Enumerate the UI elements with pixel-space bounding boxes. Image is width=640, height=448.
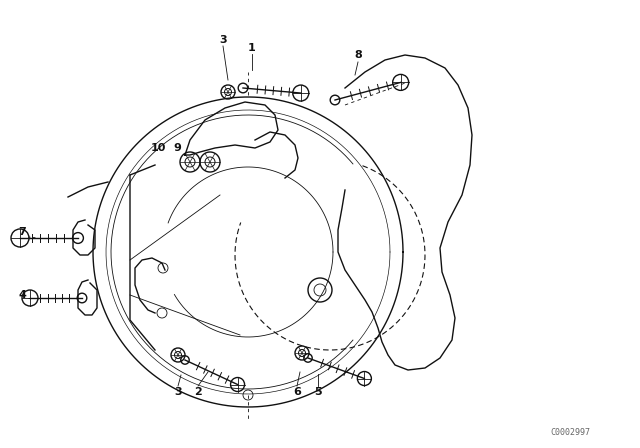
Text: 5: 5 — [314, 387, 322, 397]
Text: 3: 3 — [174, 387, 182, 397]
Text: 2: 2 — [194, 387, 202, 397]
Text: 8: 8 — [354, 50, 362, 60]
Text: 1: 1 — [248, 43, 256, 53]
Text: 3: 3 — [219, 35, 227, 45]
Text: 7: 7 — [18, 227, 26, 237]
Text: 4: 4 — [18, 290, 26, 300]
Text: 6: 6 — [293, 387, 301, 397]
Text: 9: 9 — [173, 143, 181, 153]
Text: C0002997: C0002997 — [550, 427, 590, 436]
Text: 10: 10 — [150, 143, 166, 153]
